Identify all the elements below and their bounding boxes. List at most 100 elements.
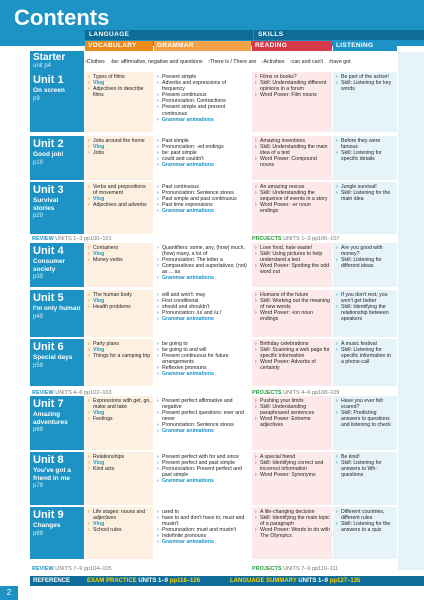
reading-cell: Humans of the futureSkill: Working out t… — [252, 290, 332, 337]
list-item-text: Grammar animations — [162, 428, 214, 435]
projects-pages: pp110–111 — [311, 566, 339, 572]
list-item-text: Amazing inventions — [260, 138, 305, 144]
list-item-text: Indefinite pronouns — [162, 533, 207, 540]
unit-card[interactable]: Unit 2 Good job! p19 — [30, 136, 84, 180]
list-item-text: Comparatives and superlatives; (not) as … — [162, 263, 247, 276]
list-item-text: Present continuous — [162, 92, 207, 99]
starter-topic: have got — [329, 59, 351, 65]
list-item-text: Vlog — [93, 144, 105, 151]
unit-title: On screen — [33, 87, 65, 94]
unit-card[interactable]: Unit 4 Consumer society p39 — [30, 243, 84, 287]
list-item-text: Skill: Listening for specific details — [341, 150, 382, 163]
list-item-text: Skill: Identifying correct and incorrect… — [260, 460, 324, 473]
list-item: School rules — [88, 527, 151, 533]
unit-card[interactable]: Unit 9 Changes p89 — [30, 507, 84, 559]
unit-card[interactable]: Unit 6 Special days p59 — [30, 339, 84, 386]
list-item: A music festival — [336, 341, 395, 347]
list-item-text: Present simple and present continuous — [162, 104, 226, 117]
language-summary-link[interactable]: LANGUAGE SUMMARY UNITS 1–9 pp127–135 — [230, 576, 360, 586]
skill-item: Skill: Predicting answers to questions a… — [336, 410, 395, 428]
list-item-text: Skill: Listening for specific informatio… — [341, 347, 391, 366]
vlog-item: Vlog — [88, 347, 151, 353]
skills-header: SKILLS — [254, 30, 424, 40]
list-item-text: Vlog — [93, 460, 105, 467]
vocabulary-cell: Types of filmsVlogAdjectives to describe… — [85, 72, 153, 132]
unit-card[interactable]: Unit 8 You've got a friend in me p79 — [30, 452, 84, 505]
listening-cell: A music festivalSkill: Listening for spe… — [333, 339, 397, 386]
list-item-text: Grammar animations — [162, 478, 214, 485]
list-item-text: Party plans — [93, 341, 119, 347]
pronunciation-item: Pronunciation: Sentence stress — [157, 422, 249, 428]
list-item-text: Word Power: Compound nouns — [260, 156, 317, 169]
list-item-text: Word Power: Spotting the odd word out — [260, 263, 330, 276]
list-item-text: Relationships — [93, 454, 125, 460]
list-item: Verbs and prepositions of movement — [88, 184, 151, 196]
list-item-text: Skill: Listening for the answers to a qu… — [341, 521, 391, 534]
grammar-cell: Quantifiers: some, any, (how) much, (how… — [154, 243, 251, 287]
listening-cell: Different countries, different rulesSkil… — [333, 507, 397, 559]
vocabulary-cell: Verbs and prepositions of movementVlogAd… — [85, 182, 153, 234]
review-pages: pp100–101 — [83, 236, 112, 242]
list-item: Money verbs — [88, 257, 151, 263]
list-item-text: Feelings — [93, 416, 113, 423]
list-item-text: Word Power: Film nouns — [260, 92, 317, 99]
reading-cell: Birthday celebrationsSkill: Scanning a w… — [252, 339, 332, 386]
skill-item: Skill: Understanding different opinions … — [255, 80, 330, 92]
exam-practice-link[interactable]: EXAM PRACTICE UNITS 1–9 pp118–126 — [87, 576, 200, 586]
unit-number: Unit 1 — [33, 74, 64, 86]
skill-item: Skill: Understanding paraphrased sentenc… — [255, 404, 330, 416]
list-item: Humans of the future — [255, 292, 330, 298]
review-link[interactable]: REVIEW UNITS 1–3 pp100–101 — [32, 235, 112, 243]
list-item-text: Vlog — [93, 196, 105, 203]
starter-unit[interactable]: Starter unit p4 — [30, 51, 84, 73]
word-power-item: Word Power: Words to do with The Olympic… — [255, 527, 330, 539]
list-item-text: Grammar animations — [162, 539, 214, 546]
listening-cell: Before they were famousSkill: Listening … — [333, 136, 397, 180]
list-item-text: Are you good with money? — [341, 245, 383, 258]
skill-item: Skill: Identifying the relationship betw… — [336, 304, 395, 322]
unit-card[interactable]: Unit 7 Amazing adventures p69 — [30, 396, 84, 450]
review-link[interactable]: REVIEW UNITS 4–6 pp102–103 — [32, 389, 112, 397]
list-item-text: Types of films — [93, 74, 125, 80]
list-item: Adjectives to describe films — [88, 86, 151, 98]
grammar-animations-item: Grammar animations — [157, 162, 249, 168]
grammar-animations-item: Grammar animations — [157, 428, 249, 434]
list-item-text: Be part of the action! — [341, 74, 389, 80]
list-item-text: Present continuous for future arrangemen… — [162, 353, 229, 366]
review-link[interactable]: REVIEW UNITS 7–9 pp104–105 — [32, 565, 112, 573]
exam-practice-label: EXAM PRACTICE — [87, 578, 137, 584]
projects-link[interactable]: PROJECTS UNITS 4–6 pp108–109 — [252, 389, 339, 397]
projects-link[interactable]: PROJECTS UNITS 1–3 pp106–107 — [252, 235, 339, 243]
vlog-item: Vlog — [88, 144, 151, 150]
starter-page: unit p4 — [33, 63, 52, 69]
unit-number: Unit 4 — [33, 245, 64, 257]
list-item-text: Pronunciation: must and mustn't — [162, 527, 236, 534]
unit-title: Special days — [33, 354, 73, 361]
list-item: Past continuous — [157, 184, 249, 190]
list-item-text: Adjectives and adverbs — [93, 202, 147, 209]
vlog-item: Vlog — [88, 521, 151, 527]
language-header: LANGUAGE — [85, 30, 253, 40]
vlog-item: Vlog — [88, 196, 151, 202]
list-item: Present perfect with for and since — [157, 454, 249, 460]
list-item-text: Grammar animations — [162, 208, 214, 215]
list-item-text: Vlog — [93, 410, 105, 417]
skill-item: Skill: Scanning a web page for specific … — [255, 347, 330, 359]
list-item-text: Pronunciation: Sentence stress — [162, 422, 234, 429]
pronunciation-item: Pronunciation: Contractions — [157, 98, 249, 104]
unit-page: p69 — [33, 427, 44, 433]
projects-link[interactable]: PROJECTS UNITS 7–9 pp110–111 — [252, 565, 338, 573]
list-item-text: Jobs around the home — [93, 138, 145, 144]
list-item: Life stages: nouns and adjectives — [88, 509, 151, 521]
list-item-text: Skill: Identifying the relationship betw… — [341, 304, 389, 323]
unit-card[interactable]: Unit 3 Survival stories p29 — [30, 182, 84, 234]
list-item: Present simple and present continuous — [157, 104, 249, 116]
vocabulary-cell: The human bodyVlogHealth problems — [85, 290, 153, 337]
unit-card[interactable]: Unit 5 I'm only human p49 — [30, 290, 84, 337]
review-row: REVIEW UNITS 1–3 pp100–101 PROJECTS UNITS… — [30, 235, 424, 243]
starter-topic: Clothes — [85, 59, 105, 65]
list-item-text: be going to — [162, 341, 188, 347]
unit-card[interactable]: Unit 1 On screen p9 — [30, 72, 84, 132]
skill-item: Skill: Listening for specific details — [336, 150, 395, 162]
review-label: REVIEW — [32, 390, 54, 396]
